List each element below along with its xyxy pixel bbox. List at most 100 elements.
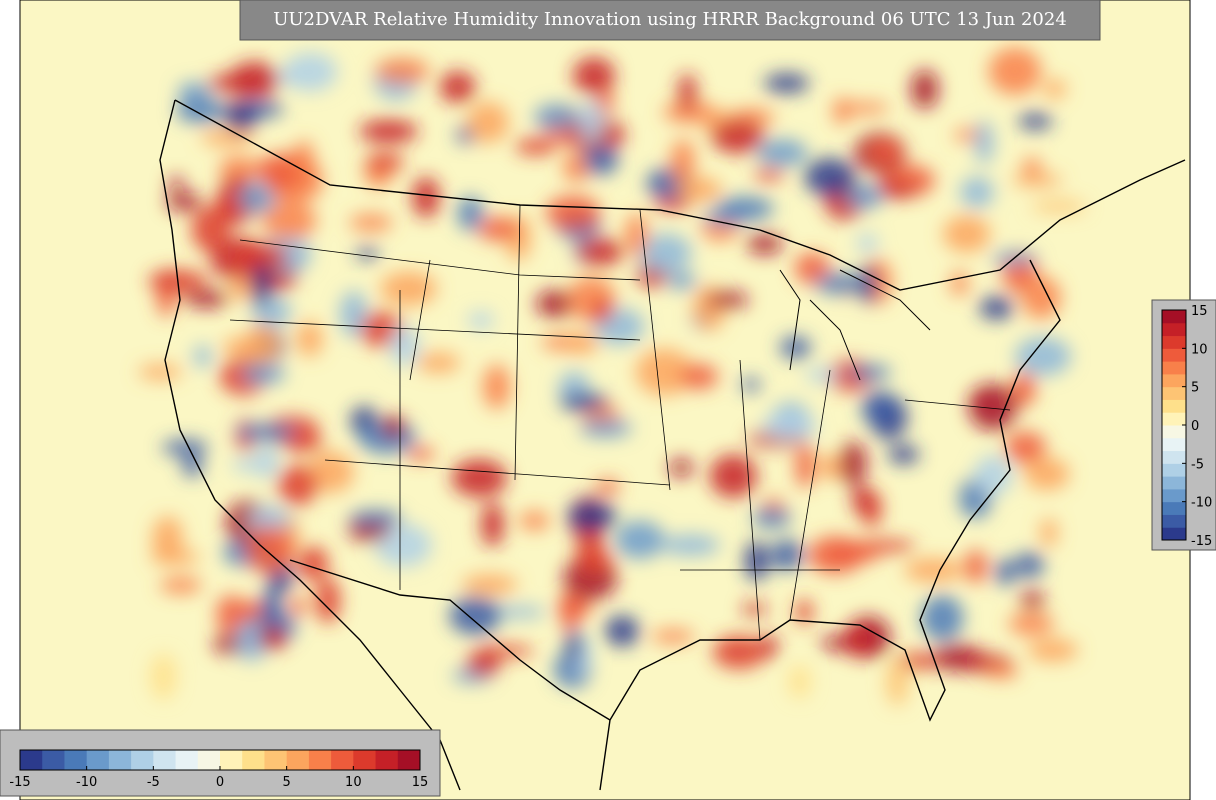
field-blob — [663, 101, 717, 124]
field-blob — [804, 157, 856, 197]
colorbar-swatch — [108, 750, 132, 770]
field-blob — [150, 549, 200, 565]
colorbar-tick-label: 5 — [1191, 381, 1199, 396]
field-blob — [1014, 336, 1071, 376]
field-blob — [1011, 173, 1063, 187]
field-blob — [904, 558, 964, 583]
field-blob — [762, 413, 817, 440]
field-blob — [669, 458, 693, 478]
south-border — [289, 559, 611, 721]
field-blob — [283, 52, 338, 92]
field-blob — [406, 447, 435, 461]
north-border — [174, 99, 1186, 291]
field-blob — [839, 441, 867, 487]
colorbar-tick-label: 0 — [216, 775, 224, 790]
field-blob — [159, 576, 202, 594]
field-blob — [566, 332, 599, 354]
colorbar-swatch — [1162, 335, 1186, 349]
field-blob — [1043, 79, 1066, 99]
field-blob — [979, 296, 1014, 320]
field-blob — [477, 217, 519, 242]
field-blob — [851, 485, 873, 514]
colorbar-tick-label: 10 — [345, 775, 362, 790]
field-blob — [215, 195, 233, 220]
colorbar-vertical: -15 -10 -5 0 5 10 15 — [1161, 304, 1212, 549]
field-blob — [254, 444, 279, 479]
field-blob — [741, 377, 761, 392]
field-blob — [1014, 552, 1045, 579]
field-blob — [795, 598, 813, 626]
field-blob — [229, 61, 279, 99]
field-blob — [756, 139, 808, 167]
field-blob — [661, 534, 720, 556]
field-blob — [582, 144, 619, 175]
field-blob — [175, 97, 227, 124]
colorbar-swatch — [1162, 488, 1186, 503]
field-blob — [872, 182, 918, 199]
colorbar-swatch — [242, 750, 265, 770]
field-blob — [245, 324, 281, 365]
title-box — [239, 0, 1101, 41]
field-blob — [281, 437, 325, 452]
field-blob — [566, 502, 617, 529]
field-blob — [572, 57, 616, 95]
boundaries — [159, 99, 1186, 791]
field-blob — [859, 265, 877, 304]
colorbar-swatch — [220, 750, 243, 770]
field-blob — [232, 457, 261, 472]
field-blob — [466, 651, 501, 676]
field-blob — [238, 599, 264, 624]
field-blob — [487, 606, 547, 619]
field-blob — [261, 201, 317, 240]
field-blob — [973, 455, 1013, 496]
field-blob — [168, 176, 185, 190]
field-blob — [355, 247, 379, 260]
humidity-field — [138, 47, 1087, 706]
colorbar-tick-label: -5 — [1191, 457, 1204, 472]
field-blob — [557, 596, 592, 617]
colorbar-swatch — [1162, 399, 1186, 413]
field-blob — [201, 129, 256, 147]
colorbar-swatch — [353, 750, 377, 770]
great-lakes — [779, 269, 931, 381]
field-blob — [258, 625, 287, 651]
field-blob — [974, 120, 994, 165]
colorbar-tick-label: -10 — [1191, 496, 1212, 511]
colorbar-swatch — [64, 750, 88, 770]
colorbar-tick-label: 5 — [283, 775, 291, 790]
field-blob — [451, 459, 508, 498]
field-blob — [677, 177, 722, 202]
field-blob — [519, 511, 550, 531]
colorbar-swatch — [197, 750, 221, 770]
field-blob — [964, 549, 988, 584]
east-gulf-coast — [599, 259, 1061, 791]
field-blob — [565, 629, 582, 662]
field-blob — [138, 364, 182, 380]
field-blob — [1020, 590, 1045, 609]
field-blob — [161, 439, 209, 456]
title: UU2DVAR Relative Humidity Innovation usi… — [273, 9, 1067, 30]
field-blob — [635, 348, 694, 396]
field-blob — [315, 577, 341, 624]
field-blob — [232, 242, 288, 270]
colorbar-tick-label: 0 — [1191, 419, 1199, 434]
field-blob — [480, 501, 505, 548]
field-blob — [439, 71, 476, 104]
field-blob — [261, 586, 282, 631]
field-blob — [251, 263, 271, 308]
colorbar-swatch — [1162, 450, 1186, 464]
field-blob — [805, 367, 841, 383]
colorbar-swatch — [1162, 463, 1186, 477]
colorbar-tick-label: 10 — [1191, 342, 1208, 357]
field-blob — [716, 196, 774, 221]
colorbar-swatch — [1162, 501, 1186, 515]
field-blob — [349, 510, 403, 526]
field-blob — [468, 311, 494, 329]
field-blob — [857, 233, 878, 253]
field-blob — [984, 664, 1019, 679]
field-blob — [1008, 612, 1055, 636]
field-blob — [866, 138, 903, 165]
colorbar-swatch — [1162, 361, 1186, 375]
field-blob — [861, 390, 898, 426]
